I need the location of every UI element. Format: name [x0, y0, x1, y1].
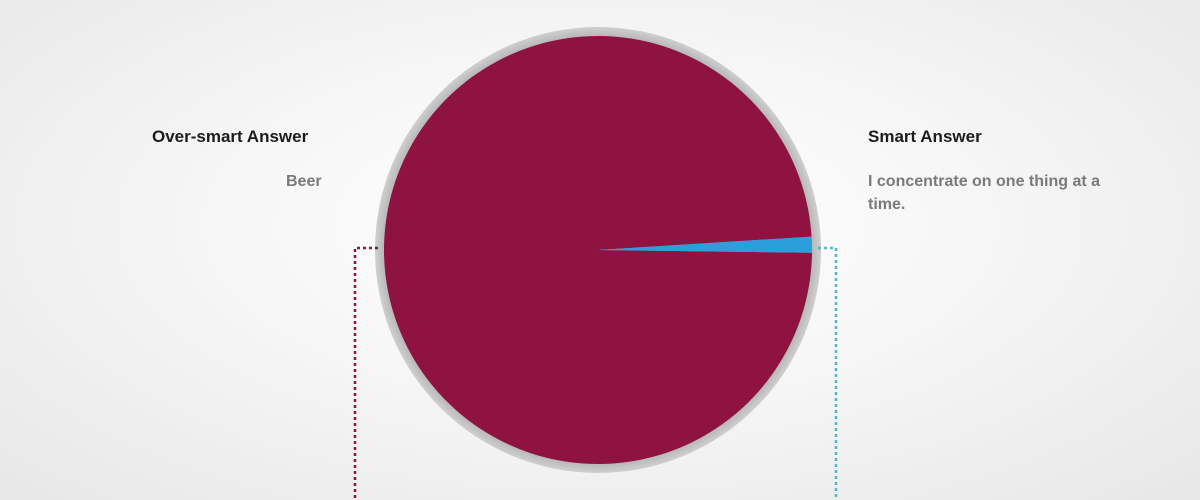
- smart-answer-text: I concentrate on one thing at a time.: [868, 173, 1101, 213]
- pie-slice-over-smart-answer: [383, 35, 812, 464]
- over-smart-answer-text: Beer: [286, 173, 322, 190]
- over-smart-connector-line: [353, 246, 378, 500]
- smart-connector-line: [818, 246, 838, 500]
- pie-slice-smart-answer: [598, 236, 812, 253]
- smart-answer-heading: Smart Answer: [868, 127, 982, 146]
- over-smart-answer-heading: Over-smart Answer: [152, 127, 309, 146]
